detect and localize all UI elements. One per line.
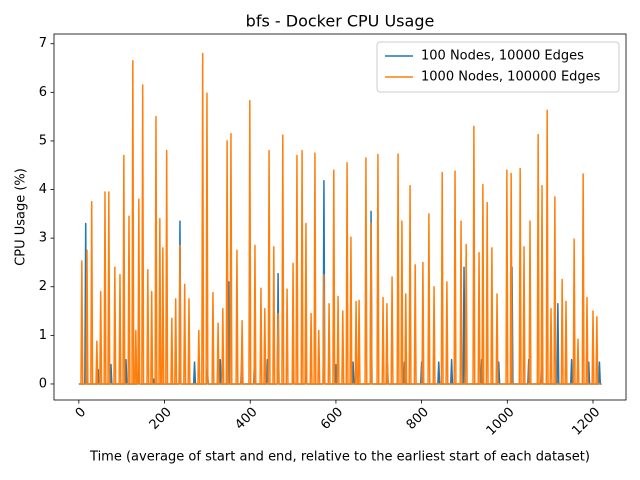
series-line [78,52,601,385]
legend-label: 100 Nodes, 10000 Edges [421,49,584,64]
y-tick-label: 6 [39,85,47,100]
axes-frame [53,33,627,401]
y-tick-label: 4 [39,182,47,197]
legend-box [376,41,620,93]
y-tick-label: 7 [39,36,47,51]
y-tick-label: 1 [39,328,47,343]
legend: 100 Nodes, 10000 Edges 1000 Nodes, 100000… [376,41,620,93]
x-axis-label: Time (average of start and end, relative… [89,450,590,465]
plot-area [78,52,602,385]
legend-label: 1000 Nodes, 100000 Edges [421,70,601,85]
chart-title: bfs - Docker CPU Usage [246,12,435,31]
y-tick-label: 5 [39,133,47,148]
y-tick-label: 2 [39,279,47,294]
y-tick-label: 3 [39,231,47,246]
y-tick-label: 0 [39,376,47,391]
y-axis-label: CPU Usage (%) [14,168,29,266]
